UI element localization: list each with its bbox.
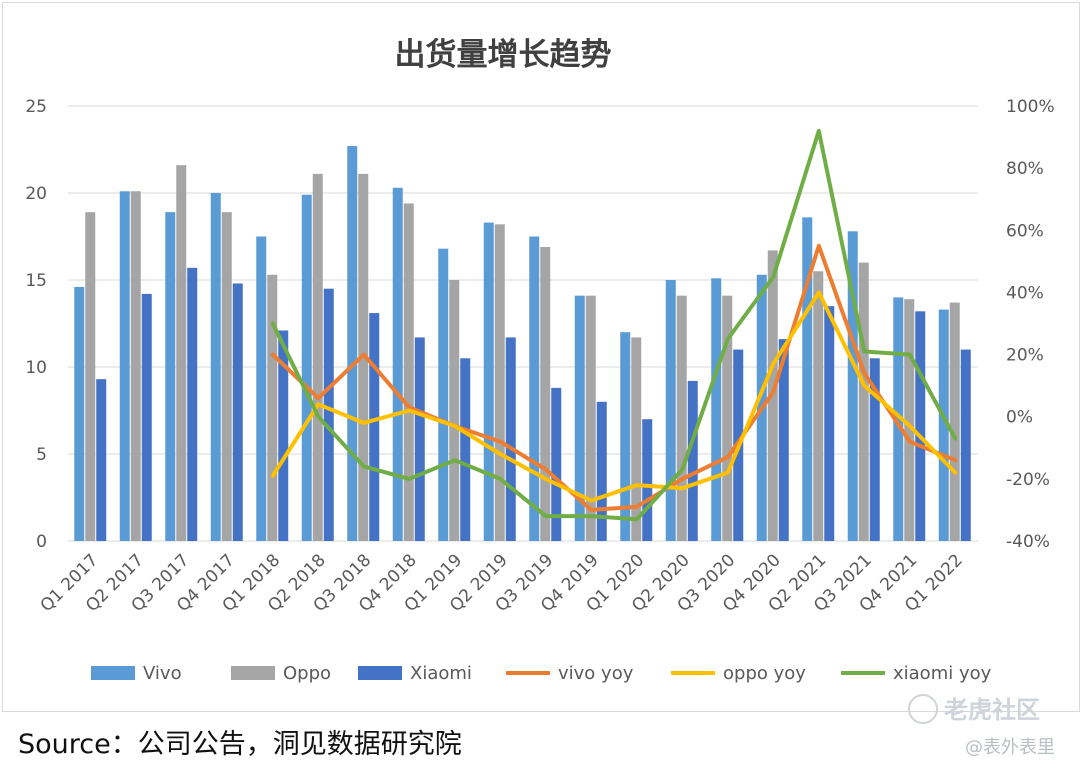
left-tick-label: 10 [25,358,47,378]
watermark-text: 老虎社区 [944,696,1040,724]
bar-xiaomi [187,267,198,541]
bar-oppo [858,262,869,541]
bar-vivo [438,248,449,541]
bar-oppo [449,280,460,541]
bar-vivo [119,191,130,541]
bar-xiaomi [505,337,516,541]
bar-vivo [802,217,813,542]
legend-swatch [358,666,402,680]
bar-vivo [938,309,949,541]
right-tick-label: -20% [1006,470,1050,490]
right-axis: -40% -20% 0% 20% 40% 60% 80% 100% [1006,97,1055,552]
bar-vivo [74,286,85,541]
legend-label: oppo yoy [723,663,806,684]
bar-vivo [392,187,403,541]
source-note: Source：公司公告，洞见数据研究院 [18,729,462,760]
legend-swatch [91,666,135,680]
bar-xiaomi [915,311,926,541]
bar-xiaomi [778,339,789,541]
bar-oppo [176,165,187,541]
bar-vivo [347,146,358,541]
chart: 出货量增长趋势 0 5 10 15 20 25 -40% -20% 0% 20% 40% 60% 80… [25,37,1055,684]
left-tick-label: 5 [36,445,47,465]
bar-xiaomi [596,401,607,541]
bar-vivo [893,297,904,541]
watermark-handle: @表外表里 [965,737,1055,758]
legend-label: vivo yoy [558,663,634,684]
right-tick-label: 100% [1006,97,1055,117]
line-series [270,128,958,522]
right-tick-label: 40% [1006,283,1044,303]
bar-xiaomi [460,358,471,541]
legend-label: Vivo [143,663,182,684]
bar-xiaomi [551,387,562,541]
bar-vivo [529,236,540,541]
bar-xiaomi [824,306,835,541]
bar-vivo [483,222,494,541]
bar-oppo [312,173,323,542]
bar-vivo [620,332,631,541]
bar-oppo [813,271,824,541]
bar-xiaomi [414,337,425,541]
bar-vivo [256,236,267,541]
bar-oppo [403,203,414,541]
right-tick-label: 60% [1006,221,1044,241]
bar-vivo [847,231,858,541]
right-tick-label: 20% [1006,346,1044,366]
bar-xiaomi [96,379,107,541]
legend: Vivo Oppo Xiaomi vivo yoy oppo yoy xiaomi yoy [91,663,992,684]
bar-oppo [540,246,551,541]
bar-vivo [165,212,176,541]
left-tick-label: 25 [25,97,47,117]
right-tick-label: 80% [1006,159,1044,179]
legend-label: xiaomi yoy [893,663,992,684]
left-tick-label: 20 [25,184,47,204]
left-axis: 0 5 10 15 20 25 [25,97,47,552]
legend-swatch [231,666,275,680]
bar-oppo [631,337,642,541]
bar-vivo [574,295,585,541]
chart-frame: 出货量增长趋势 0 5 10 15 20 25 -40% -20% 0% 20% 40% 60% 80… [2,2,1080,712]
bar-oppo [585,295,596,541]
bar-xiaomi [369,313,380,541]
gridlines [68,105,978,542]
bar-oppo [130,191,141,541]
bar-oppo [904,299,915,541]
chart-title: 出货量增长趋势 [395,37,612,73]
bar-vivo [665,280,676,541]
bar-xiaomi [323,288,334,541]
bar-xiaomi [960,349,971,541]
bar-vivo [711,278,722,541]
bar-series [74,146,971,542]
right-tick-label: 0% [1006,408,1033,428]
bar-vivo [210,193,221,541]
bar-oppo [221,212,232,541]
bar-vivo [301,194,312,542]
bar-oppo [85,212,96,541]
line-xiaomi-yoy [270,128,958,522]
left-tick-label: 0 [36,532,47,552]
watermark-logo-icon [908,694,938,724]
bar-xiaomi [642,419,653,541]
legend-label: Oppo [283,663,331,684]
bar-oppo [949,302,960,541]
line-oppo-yoy [270,290,958,503]
bar-oppo [676,295,687,541]
bar-xiaomi [278,330,289,541]
legend-label: Xiaomi [410,663,472,684]
bar-xiaomi [141,293,152,541]
bar-oppo [494,224,505,541]
right-tick-label: -40% [1006,532,1050,552]
line-vivo-yoy [270,243,958,512]
bar-xiaomi [687,380,698,541]
bar-oppo [722,295,733,541]
bar-xiaomi [869,358,880,541]
bar-oppo [267,274,278,541]
bar-xiaomi [232,283,243,541]
left-tick-label: 15 [25,271,47,291]
watermark: 老虎社区 [908,690,1040,726]
